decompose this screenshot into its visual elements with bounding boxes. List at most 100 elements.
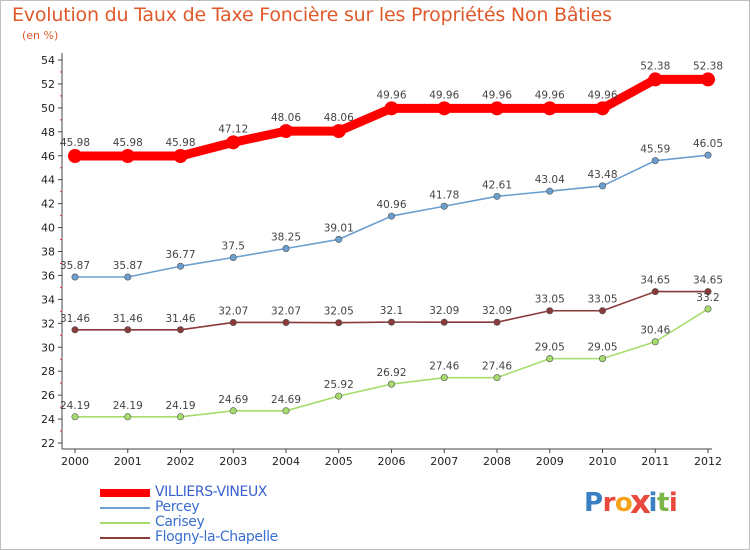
legend-swatch [100,489,150,497]
data-label: 33.05 [535,294,565,306]
x-tick-label: 2010 [589,455,617,468]
data-label: 48.06 [324,112,354,124]
data-label: 45.59 [640,144,670,156]
data-point [704,288,712,296]
data-point [701,72,715,87]
x-tick-label: 2006 [378,455,406,468]
data-point [177,326,185,334]
data-label: 49.96 [587,89,617,101]
data-label: 33.05 [587,294,617,306]
y-tick-label: 32 [41,317,55,330]
data-label: 37.5 [222,240,245,252]
data-point [546,307,554,315]
y-tick-label: 36 [41,269,55,282]
data-label: 32.07 [271,305,301,317]
data-point [598,355,606,363]
data-label: 34.65 [640,275,670,287]
data-point [335,235,343,243]
data-point [651,157,659,165]
data-point [282,245,290,253]
data-point [282,407,290,415]
data-label: 31.46 [113,313,143,325]
data-label: 42.61 [482,179,512,191]
legend-swatch [100,507,150,509]
data-point [229,253,237,261]
x-tick-label: 2002 [167,455,195,468]
x-tick-label: 2003 [219,455,247,468]
x-tick-label: 2000 [61,455,89,468]
y-tick-label: 28 [41,365,55,378]
data-point [598,182,606,190]
data-label: 34.65 [693,275,723,287]
data-label: 49.96 [429,89,459,101]
data-label: 40.96 [376,199,406,211]
data-point [282,318,290,326]
data-point [335,392,343,400]
legend-label: Carisey [155,514,205,530]
data-point [124,413,132,421]
data-label: 31.46 [60,313,90,325]
data-point [595,101,610,116]
chart-subtitle: (en %) [22,29,59,42]
data-point [598,307,606,315]
data-point [387,212,395,220]
data-point [71,273,79,281]
data-label: 49.96 [482,89,512,101]
x-tick-label: 2012 [694,455,722,468]
data-point [71,413,79,421]
data-label: 47.12 [218,123,248,135]
data-label: 29.05 [535,342,565,354]
data-label: 43.04 [535,174,565,186]
data-point [177,262,185,270]
data-point [493,374,501,382]
data-point [440,202,448,210]
x-tick-label: 2004 [272,455,300,468]
y-tick-label: 50 [41,102,55,115]
data-point [546,355,554,363]
y-tick-label: 24 [41,413,55,426]
data-point [651,288,659,296]
x-tick-label: 2009 [536,455,564,468]
x-tick-label: 2011 [641,455,669,468]
data-label: 24.19 [165,400,195,412]
data-point [173,148,188,163]
y-tick-label: 22 [41,437,55,450]
y-tick-label: 40 [41,222,55,235]
data-label: 49.96 [376,89,406,101]
data-point [279,124,293,139]
data-label: 39.01 [324,222,354,234]
legend-swatch [100,522,150,524]
data-point [68,148,82,163]
y-tick-label: 48 [41,126,55,139]
data-label: 35.87 [60,260,90,272]
data-label: 43.48 [587,169,617,181]
data-point [648,72,663,87]
y-tick-label: 38 [41,246,55,259]
data-label: 52.38 [640,60,670,72]
data-label: 24.69 [271,394,301,406]
data-label: 29.05 [587,342,617,354]
x-tick-label: 2007 [430,455,458,468]
data-point [177,413,185,421]
data-point [384,101,399,116]
x-tick-label: 2008 [483,455,511,468]
data-label: 48.06 [271,112,301,124]
x-tick-label: 2001 [114,455,142,468]
legend-label: Percey [155,499,200,515]
data-point [229,407,237,415]
data-label: 32.05 [324,306,354,318]
y-tick-label: 34 [41,293,55,306]
data-point [124,326,132,334]
data-point [651,338,659,346]
y-tick-label: 52 [41,78,55,91]
data-label: 36.77 [165,249,195,261]
data-point [226,135,241,150]
y-tick-label: 30 [41,341,55,354]
data-point [229,318,237,326]
y-tick-label: 46 [41,150,55,163]
y-tick-label: 54 [41,54,55,67]
data-label: 27.46 [429,361,459,373]
data-point [493,318,501,326]
data-point [440,374,448,382]
data-point [71,326,79,334]
